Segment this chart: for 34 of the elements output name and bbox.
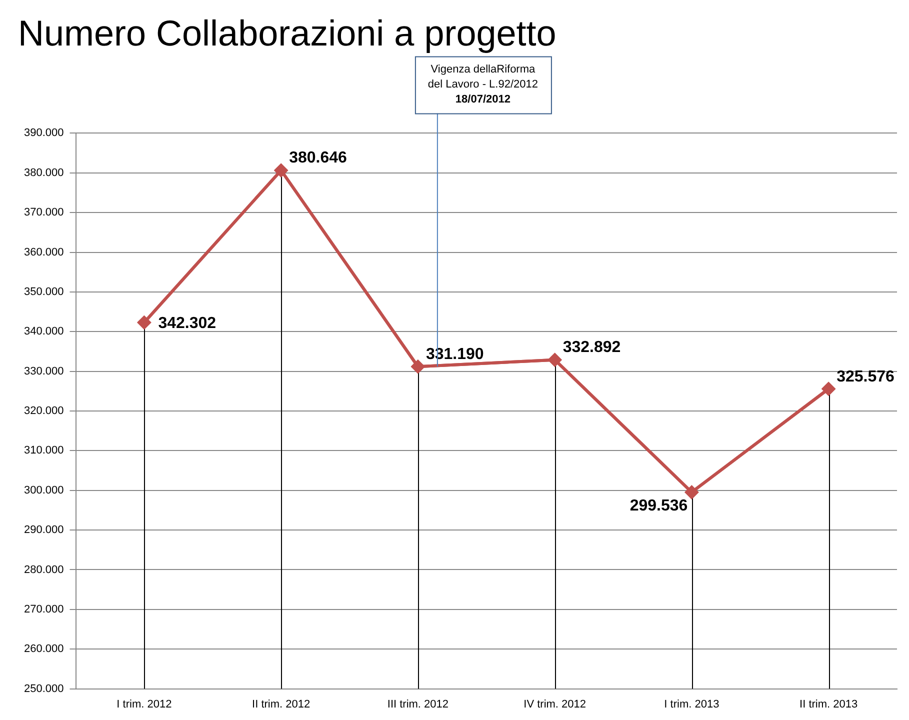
y-tick-label: 380.000 xyxy=(24,166,64,179)
point xyxy=(548,353,562,366)
y-tick-label: 370.000 xyxy=(24,206,64,219)
y-tick-label: 250.000 xyxy=(24,682,64,695)
x-tick-label: I trim. 2013 xyxy=(664,698,720,710)
y-tick-label: 270.000 xyxy=(24,603,64,616)
point xyxy=(274,164,288,177)
point xyxy=(411,360,424,374)
chart-title: Numero Collaborazioni a progetto xyxy=(18,12,556,54)
y-tick-label: 340.000 xyxy=(24,326,64,338)
point xyxy=(822,382,836,396)
ref-line-label: Vigenza dellaRiforma del Lavoro - L.92/2012 18/07/2012 xyxy=(428,64,538,106)
y-tick-label: 310.000 xyxy=(24,444,64,457)
data-label: 299.536 xyxy=(630,498,688,515)
y-tick-label: 360.000 xyxy=(24,246,64,258)
data-label: 332.892 xyxy=(562,339,621,356)
data-label: 325.576 xyxy=(836,368,894,386)
point xyxy=(685,486,698,499)
y-tick-label: 280.000 xyxy=(24,564,64,576)
y-tick-label: 290.000 xyxy=(24,524,64,536)
x-tick-label: III trim. 2012 xyxy=(387,698,449,710)
y-tick-label: 320.000 xyxy=(24,405,64,418)
y-tick-label: 390.000 xyxy=(24,127,64,140)
x-tick-label: II trim. 2013 xyxy=(800,698,858,710)
y-tick-label: 300.000 xyxy=(24,484,64,496)
data-label: 380.646 xyxy=(289,150,348,167)
data-label: 342.302 xyxy=(158,314,216,332)
point xyxy=(138,316,151,329)
x-tick-label: I trim. 2012 xyxy=(116,698,172,710)
y-tick-label: 330.000 xyxy=(24,365,64,378)
x-tick-label: IV trim. 2012 xyxy=(524,698,586,710)
x-tick-label: II trim. 2012 xyxy=(252,698,310,710)
y-tick-label: 260.000 xyxy=(24,643,64,656)
y-tick-label: 350.000 xyxy=(24,286,64,298)
